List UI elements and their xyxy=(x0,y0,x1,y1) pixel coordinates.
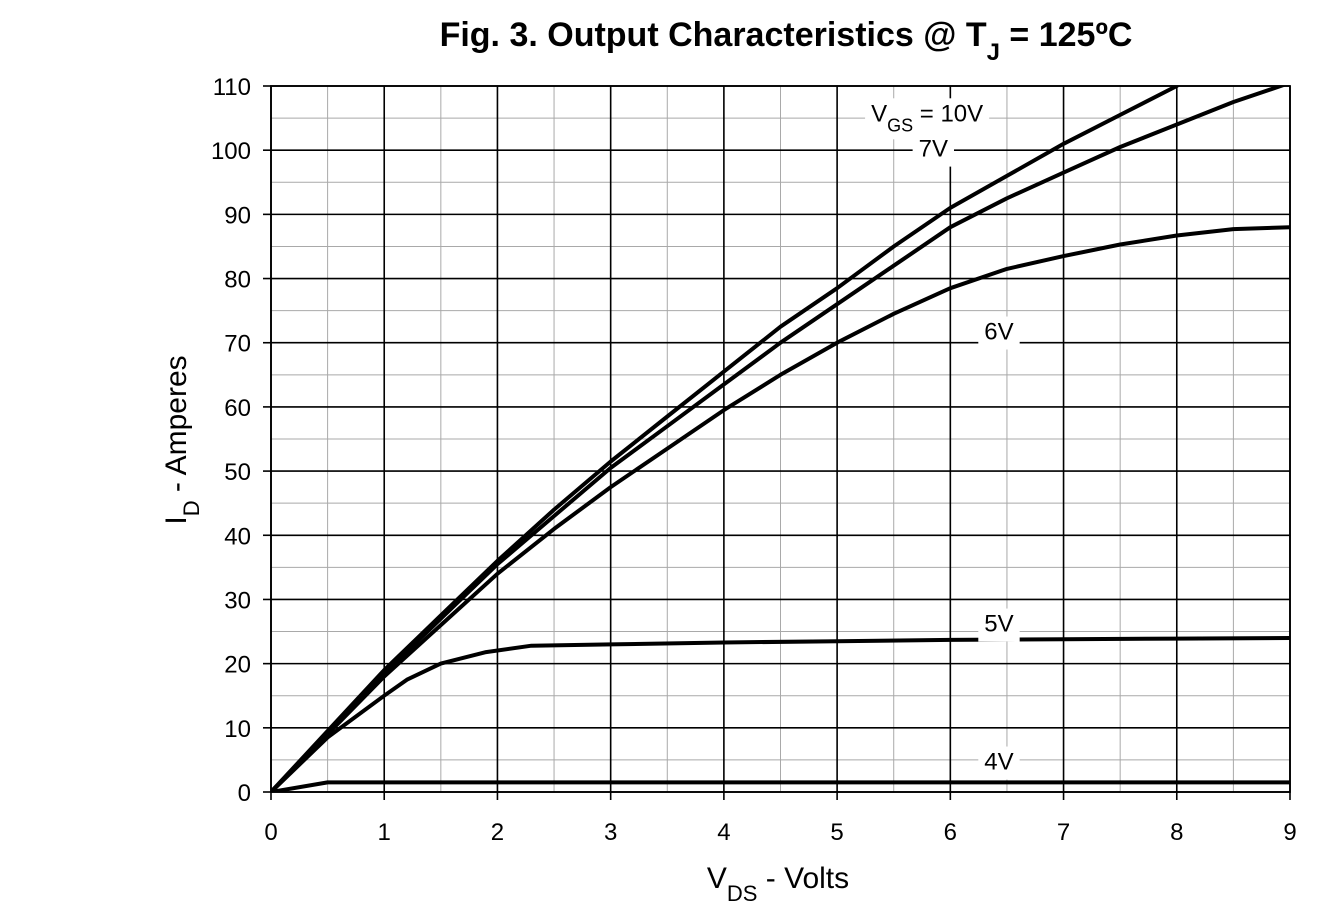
x-axis-label: VDS - Volts xyxy=(707,862,849,906)
y-axis-ticks: 0 10 20 30 40 50 60 70 80 90 100 110 xyxy=(211,74,271,807)
curve-7v xyxy=(271,86,1287,792)
curve-4v xyxy=(271,780,1290,792)
plot-area-frame xyxy=(270,85,1291,793)
curve-6v xyxy=(271,225,1290,792)
y-tick-label: 100 xyxy=(211,138,251,165)
y-tick-label: 70 xyxy=(224,331,251,358)
curve-label-background xyxy=(912,133,954,167)
curve-label-background xyxy=(978,746,1020,780)
y-axis-label: ID - Amperes xyxy=(160,355,204,524)
curve-label-text: 6V xyxy=(984,319,1013,346)
x-tick-label: 0 xyxy=(264,819,277,846)
y-tick-label: 110 xyxy=(213,74,251,101)
x-tick-label: 4 xyxy=(717,819,730,846)
x-tick-label: 7 xyxy=(1057,819,1070,846)
curve-label-background xyxy=(978,316,1020,350)
minor-grid xyxy=(271,86,1290,792)
x-tick-label: 9 xyxy=(1283,819,1296,846)
chart-title: Fig. 3. Output Characteristics @ TJ = 12… xyxy=(440,16,1133,66)
curve-5v xyxy=(271,636,1290,792)
curve-label-text: 4V xyxy=(984,749,1013,776)
curve-label-4v: 4V xyxy=(978,746,1020,780)
x-axis-ticks: 0 1 2 3 4 5 6 7 8 9 xyxy=(264,792,1297,846)
curve-label-5v: 5V xyxy=(978,608,1020,642)
curve-label-6v: 6V xyxy=(978,316,1020,350)
y-tick-label: 40 xyxy=(224,523,251,550)
curve-label-text: 5V xyxy=(984,611,1013,638)
curves xyxy=(271,86,1290,792)
curve-vgs-10v xyxy=(271,86,1179,792)
curve-label-text: 7V xyxy=(919,136,948,163)
curve-label-7v: 7V xyxy=(912,133,954,167)
y-tick-label: 0 xyxy=(238,780,251,807)
x-tick-label: 2 xyxy=(491,819,504,846)
curve-label-text: VGS = 10V xyxy=(871,100,983,135)
curve-label-background xyxy=(978,608,1020,642)
curve-label-background xyxy=(865,98,990,140)
y-tick-label: 20 xyxy=(224,652,251,679)
y-tick-label: 10 xyxy=(224,716,251,743)
y-tick-label: 30 xyxy=(224,587,251,614)
curve-label-vgs-10v: VGS = 10V xyxy=(865,98,990,140)
y-tick-label: 90 xyxy=(224,202,251,229)
x-tick-label: 8 xyxy=(1170,819,1183,846)
x-tick-label: 6 xyxy=(944,819,957,846)
x-tick-label: 5 xyxy=(830,819,843,846)
y-tick-label: 50 xyxy=(224,459,251,486)
x-tick-label: 3 xyxy=(604,819,617,846)
y-tick-label: 80 xyxy=(224,267,251,294)
x-tick-label: 1 xyxy=(378,819,391,846)
y-tick-label: 60 xyxy=(224,395,251,422)
